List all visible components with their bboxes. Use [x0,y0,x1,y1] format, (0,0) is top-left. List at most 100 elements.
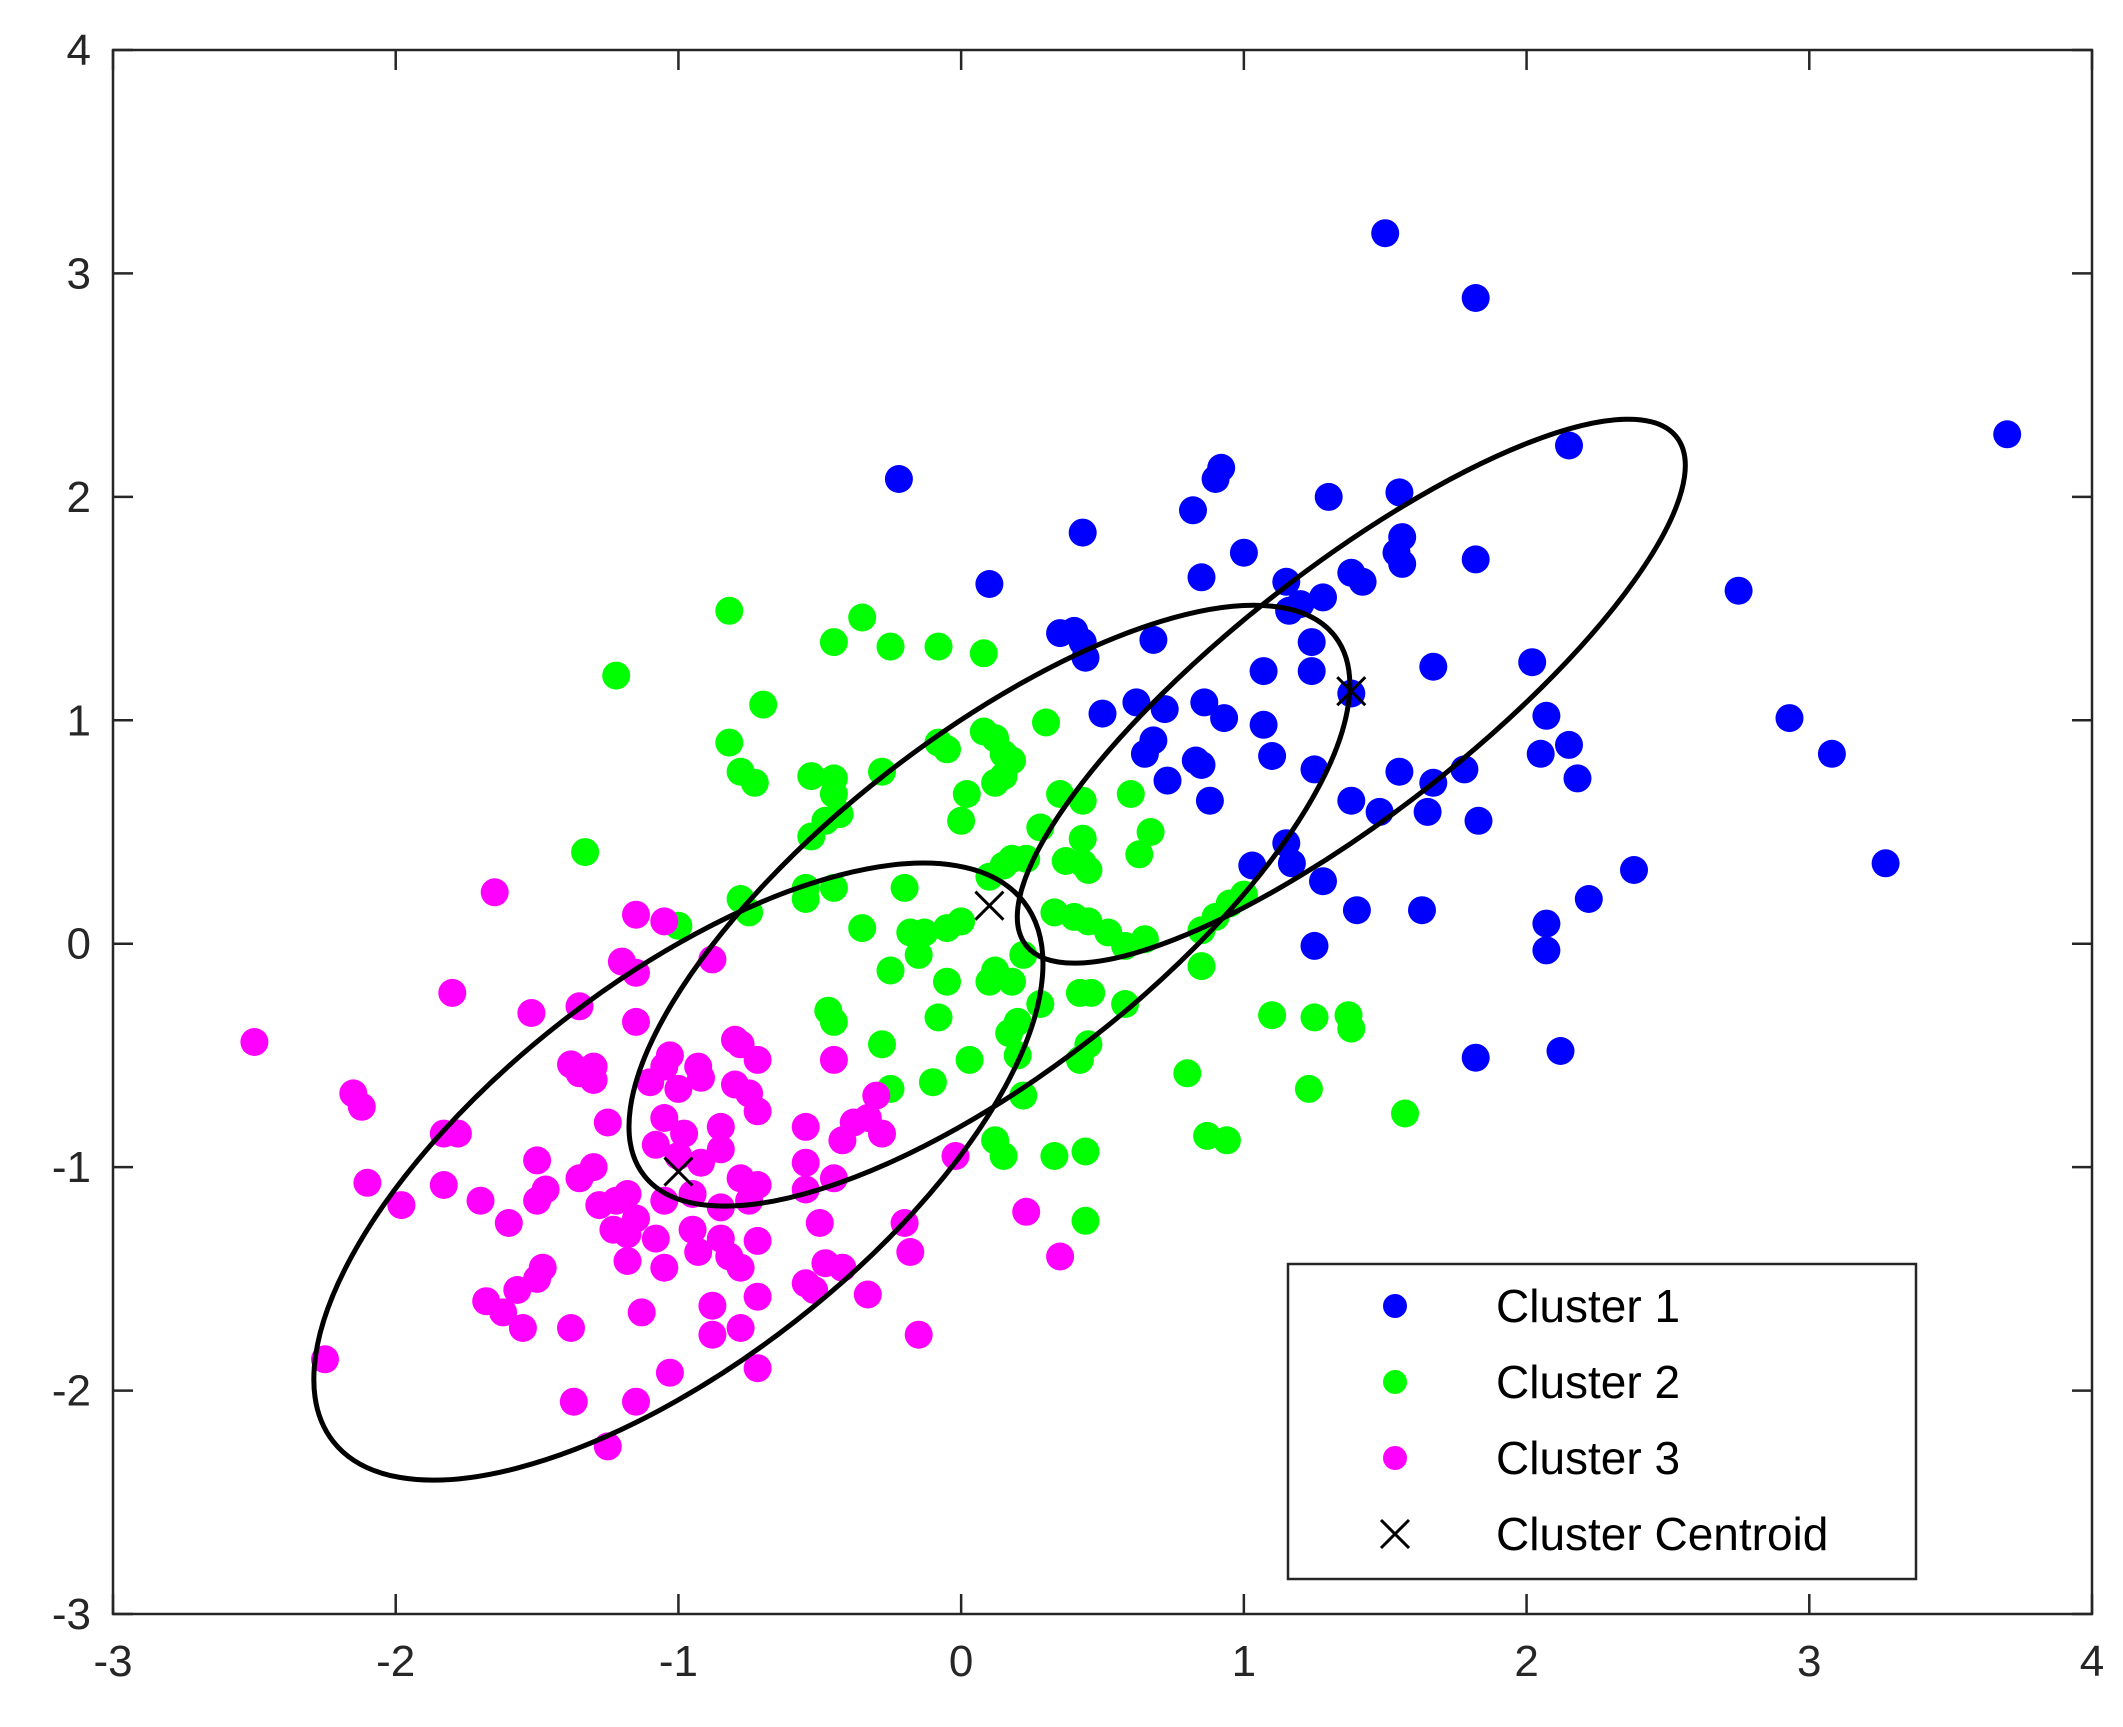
point-cluster-1-28 [1071,643,1100,672]
point-cluster-1-14 [1461,545,1490,574]
point-cluster-2-2 [602,661,631,690]
point-cluster-1-18 [1348,567,1377,596]
point-cluster-3-14 [579,1066,608,1094]
point-cluster-3-42 [523,1146,552,1175]
centroid-marker-1 [1336,676,1367,707]
point-cluster-1-50 [1555,730,1583,759]
point-cluster-1-2 [1555,431,1583,460]
point-cluster-3-101 [743,1282,772,1311]
point-cluster-3-107 [559,1387,588,1416]
y-tick-label-2: -1 [52,1143,91,1192]
point-cluster-2-90 [1337,1014,1366,1043]
point-cluster-3-22 [819,1045,848,1074]
point-cluster-2-0 [715,596,744,625]
point-cluster-2-82 [995,1019,1024,1048]
ellipses-layer [311,416,1688,1483]
y-tick-label-1: -2 [52,1367,91,1416]
point-cluster-3-78 [613,1247,642,1275]
x-tick-label-2: -1 [659,1637,698,1686]
point-cluster-2-77 [1187,952,1216,981]
point-cluster-2-75 [1077,978,1106,1007]
point-cluster-2-9 [715,728,744,757]
point-cluster-1-29 [1139,625,1168,654]
point-cluster-2-80 [924,1003,953,1032]
point-cluster-1-67 [1620,856,1648,884]
point-cluster-3-91 [627,1298,656,1327]
point-cluster-1-66 [1309,867,1337,896]
point-cluster-3-27 [687,1063,715,1092]
point-cluster-3-67 [466,1186,495,1215]
point-cluster-1-41 [1249,710,1278,739]
point-cluster-1-51 [1817,739,1846,768]
point-cluster-3-26 [664,1074,693,1103]
point-cluster-2-68 [933,967,961,996]
point-cluster-1-72 [1532,909,1561,938]
centroids-layer [663,676,1367,1187]
point-cluster-1-73 [1300,931,1329,960]
point-cluster-1-20 [975,570,1004,598]
point-cluster-2-79 [819,1007,848,1036]
point-cluster-3-50 [791,1148,820,1177]
point-cluster-1-76 [1546,1037,1575,1065]
point-cluster-2-7 [749,690,778,719]
point-cluster-1-21 [1309,583,1337,612]
point-cluster-2-26 [1068,786,1097,815]
point-cluster-1-52 [1153,766,1182,795]
x-tick-label-7: 4 [2080,1637,2104,1686]
point-cluster-2-18 [797,762,826,791]
point-cluster-2-11 [933,735,961,764]
point-cluster-3-7 [517,999,546,1027]
point-cluster-1-16 [1187,563,1216,592]
point-cluster-1-1 [1461,284,1490,312]
point-cluster-1-64 [1277,849,1306,878]
point-cluster-2-39 [890,873,919,902]
point-cluster-1-68 [1871,849,1900,878]
x-tick-label-6: 3 [1797,1637,1821,1686]
point-cluster-2-8 [1032,708,1060,737]
point-cluster-1-71 [1574,885,1603,913]
point-cluster-2-21 [868,757,896,786]
y-tick-label-0: -3 [52,1590,91,1639]
point-cluster-1-9 [1179,496,1207,525]
point-cluster-3-105 [655,1358,684,1387]
point-cluster-2-46 [1074,856,1103,884]
point-cluster-3-88 [489,1298,518,1327]
point-cluster-1-43 [1775,704,1804,733]
legend: Cluster 1 Cluster 2 Cluster 3 Cluster Ce… [1286,1262,1918,1581]
point-cluster-3-44 [579,1153,608,1182]
confidence-ellipse-2 [626,602,1353,1209]
point-cluster-3-90 [557,1314,585,1342]
point-cluster-3-30 [743,1097,772,1126]
point-cluster-3-10 [240,1028,269,1056]
point-cluster-3-31 [593,1108,622,1137]
point-cluster-3-41 [443,1119,472,1148]
point-cluster-3-9 [622,1007,650,1036]
point-cluster-2-35 [571,838,600,867]
point-cluster-1-15 [1388,549,1417,578]
x-tick-label-4: 1 [1232,1637,1256,1686]
point-cluster-3-103 [904,1320,933,1349]
point-cluster-3-54 [429,1171,458,1199]
point-cluster-3-48 [706,1135,735,1164]
x-tick-label-3: 0 [949,1637,973,1686]
point-cluster-3-34 [706,1112,735,1141]
point-cluster-3-47 [687,1148,715,1177]
point-cluster-2-55 [947,907,976,936]
point-cluster-3-2 [650,907,679,936]
point-cluster-2-94 [955,1045,984,1074]
point-cluster-1-74 [1532,936,1561,965]
x-tick-label-0: -3 [93,1637,132,1686]
point-cluster-1-57 [1563,764,1592,793]
point-cluster-3-59 [613,1180,642,1208]
point-cluster-1-40 [1210,704,1239,733]
point-cluster-2-66 [876,956,905,985]
point-cluster-2-104 [1071,1206,1100,1235]
point-cluster-3-80 [684,1238,713,1266]
point-cluster-2-51 [848,914,877,943]
point-cluster-2-24 [952,780,981,808]
point-cluster-3-92 [698,1291,727,1320]
point-cluster-3-56 [531,1175,560,1204]
point-cluster-3-82 [726,1253,755,1282]
point-cluster-3-1 [622,900,650,929]
point-cluster-3-72 [641,1224,670,1253]
